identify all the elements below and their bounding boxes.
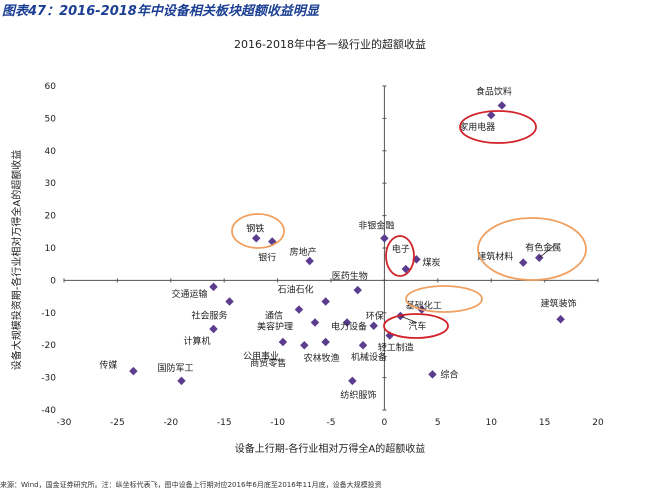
x-tick-label: 20 — [592, 418, 604, 428]
data-label: 钢铁 — [246, 222, 264, 234]
data-label: 医药生物 — [332, 270, 368, 282]
data-label: 电力设备 — [331, 321, 367, 333]
data-label: 房地产 — [290, 246, 317, 258]
data-point — [497, 101, 507, 110]
y-tick-label: -10 — [41, 309, 56, 319]
y-tick-label: 30 — [45, 179, 57, 189]
data-label: 纺织服饰 — [340, 389, 376, 401]
data-label: 美容护理 — [257, 321, 293, 333]
data-point — [556, 315, 565, 324]
chart-title: 2016-2018年中各一级行业的超额收益 — [234, 37, 426, 51]
highlight-ellipse — [477, 217, 587, 281]
data-label: 石油石化 — [278, 283, 314, 295]
x-tick-label: -25 — [110, 418, 125, 428]
data-label: 通信 — [265, 310, 283, 322]
data-label: 社会服务 — [192, 309, 228, 321]
data-label: 计算机 — [184, 335, 211, 347]
data-label: 基础化工 — [406, 300, 442, 312]
y-tick-label: 40 — [45, 147, 57, 157]
y-axis-label: 设备大规模投资期-各行业相对万得全A的超额收益 — [10, 150, 23, 370]
data-label: 交通运输 — [172, 288, 208, 300]
highlight-ellipse — [405, 285, 483, 313]
data-label: 家用电器 — [459, 121, 495, 133]
data-label: 非银金融 — [358, 219, 394, 231]
data-point — [321, 297, 330, 306]
data-point — [369, 321, 378, 331]
data-point — [294, 305, 304, 314]
data-point — [486, 110, 496, 120]
leader-line — [539, 244, 556, 259]
source-note: 来源：Wind，国金证券研究所。注：纵坐标代表飞，图中设备上行期对应2016年6… — [0, 481, 382, 489]
y-tick-label: 20 — [45, 212, 57, 222]
data-point — [177, 376, 186, 386]
data-point — [353, 285, 362, 295]
x-tick-label: 10 — [485, 418, 497, 428]
data-label: 国防军工 — [157, 362, 193, 374]
data-label: 有色金属 — [525, 242, 561, 254]
data-label: 食品饮料 — [476, 85, 512, 97]
y-tick-label: 60 — [45, 82, 57, 92]
data-point — [358, 340, 368, 350]
highlight-ellipse — [385, 235, 415, 277]
y-tick-label: 0 — [50, 276, 56, 286]
data-point — [518, 258, 528, 267]
data-point — [321, 337, 330, 347]
data-point — [305, 256, 314, 266]
data-point — [342, 318, 352, 327]
x-tick-label: 15 — [539, 418, 550, 428]
x-tick-label: -10 — [270, 418, 285, 428]
plot-area: -30 -25 -20 -15 -10 -5 0 5 10 15 20-40-30-20-10010… — [41, 82, 604, 428]
x-tick-label: 5 — [435, 418, 441, 428]
figure-title: 图表47：2016-2018年中设备相关板块超额收益明显 — [2, 4, 319, 19]
data-point — [300, 340, 309, 350]
x-tick-label: -30 — [57, 418, 72, 428]
y-tick-label: -40 — [41, 406, 56, 416]
data-label: 机械设备 — [351, 351, 387, 363]
highlight-ellipse — [231, 213, 285, 249]
data-label: 轻工制造 — [378, 341, 414, 353]
data-point — [251, 234, 261, 243]
data-point — [225, 297, 234, 306]
data-label: 商贸零售 — [250, 357, 286, 369]
highlight-ellipse — [459, 110, 537, 144]
data-label: 煤炭 — [422, 256, 440, 268]
y-tick-label: 50 — [45, 114, 57, 124]
x-tick-label: -15 — [217, 418, 232, 428]
data-point — [401, 264, 411, 274]
data-point — [209, 282, 218, 292]
highlight-ellipse — [383, 313, 449, 339]
x-tick-label: -5 — [327, 418, 336, 428]
x-tick-label: 0 — [382, 418, 388, 428]
data-label: 银行 — [258, 252, 276, 264]
data-point — [209, 324, 218, 334]
data-label: 汽车 — [408, 320, 426, 332]
data-label: 建筑材料 — [477, 251, 513, 263]
data-label: 综合 — [440, 368, 458, 380]
y-tick-label: 10 — [45, 244, 57, 254]
data-label: 电子 — [392, 243, 410, 255]
data-label: 传媒 — [99, 359, 117, 371]
data-point — [380, 234, 389, 243]
data-point — [310, 318, 320, 327]
x-axis-label: 设备上行期-各行业相对万得全A的超额收益 — [235, 442, 425, 455]
data-point — [428, 370, 437, 379]
y-tick-label: -30 — [41, 374, 56, 384]
data-label: 公用事业 — [243, 350, 279, 362]
y-tick-label: -20 — [41, 341, 56, 351]
data-label: 农林牧渔 — [304, 352, 340, 364]
data-point — [348, 376, 357, 386]
data-label: 建筑装饰 — [541, 297, 577, 309]
data-point — [278, 337, 288, 347]
leader-line — [400, 315, 417, 323]
data-label: 环保 — [366, 310, 384, 322]
scatter-chart: 2016-2018年中各一级行业的超额收益 -30 -25 -20 -15 -10 -5 0… — [10, 37, 604, 455]
data-point — [129, 366, 138, 376]
x-tick-label: -20 — [163, 418, 178, 428]
